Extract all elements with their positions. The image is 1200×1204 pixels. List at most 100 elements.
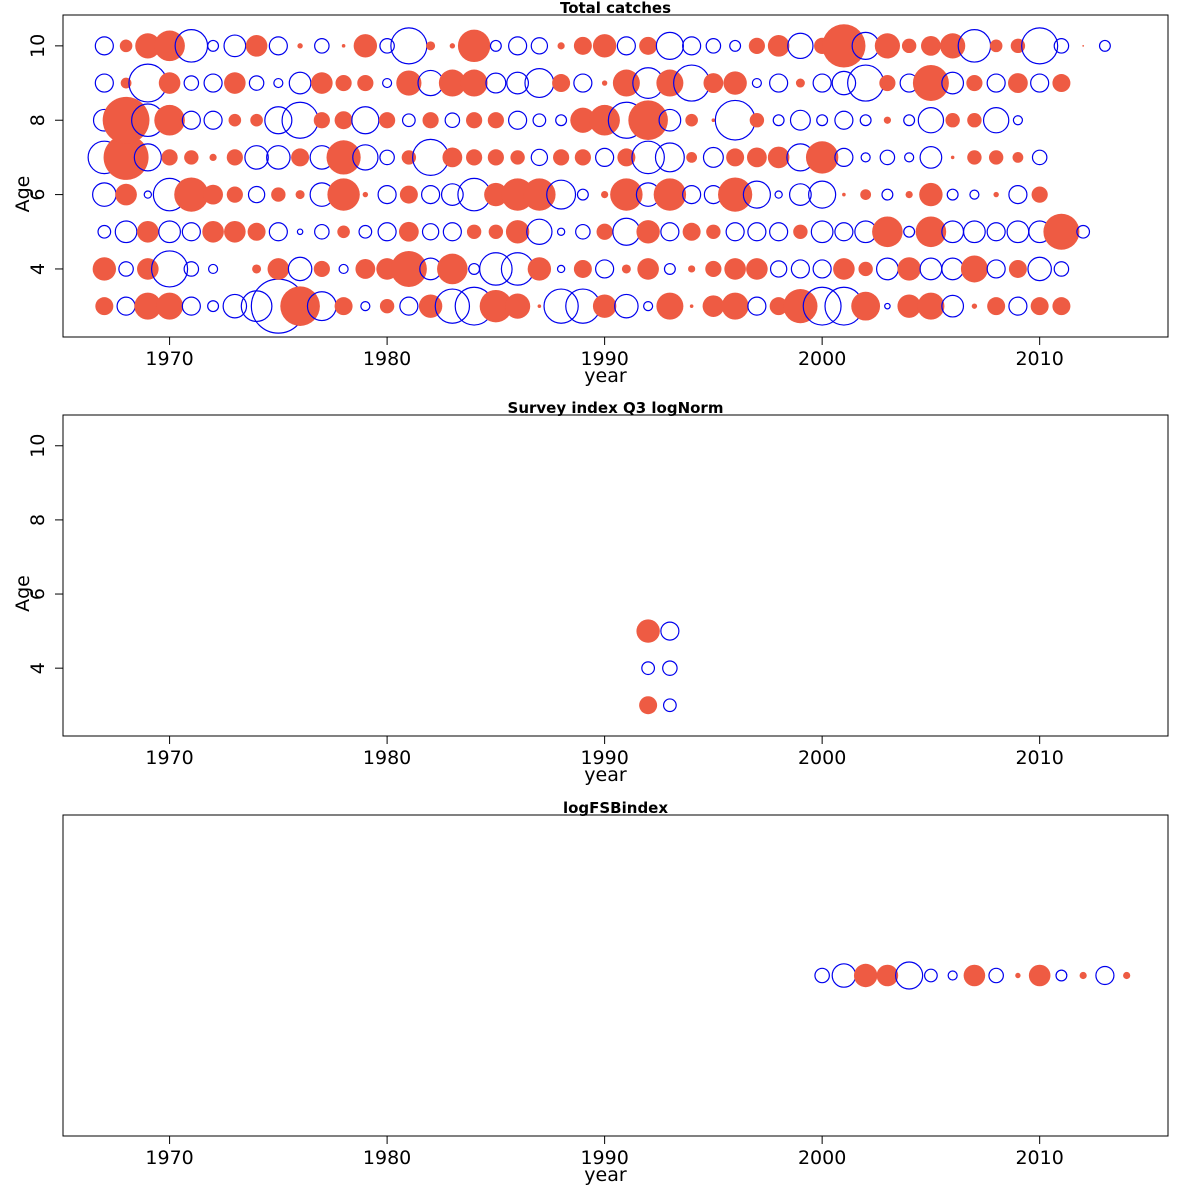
negative-residual-bubble [924, 968, 938, 983]
x-tick-label: 2000 [798, 747, 846, 769]
positive-residual-bubble [1028, 964, 1051, 987]
negative-residual-bubble [440, 183, 464, 206]
plot-frame [62, 14, 1169, 338]
negative-residual-bubble [660, 222, 680, 242]
positive-residual-bubble [872, 216, 903, 248]
positive-residual-bubble [484, 182, 508, 207]
y-axis-label: Age [12, 176, 34, 213]
positive-residual-bubble [390, 250, 427, 287]
positive-residual-bubble [466, 224, 482, 239]
negative-residual-bubble [769, 73, 789, 93]
negative-residual-bubble [268, 222, 288, 242]
positive-residual-bubble [311, 72, 333, 94]
negative-residual-bubble [358, 224, 373, 239]
negative-residual-bubble [751, 77, 762, 89]
negative-residual-bubble [1027, 256, 1052, 282]
positive-residual-bubble [636, 619, 660, 643]
positive-residual-bubble [688, 265, 696, 273]
positive-residual-bubble [92, 257, 117, 281]
negative-residual-bubble [810, 220, 834, 244]
negative-residual-bubble [352, 144, 379, 171]
positive-residual-bubble [612, 69, 640, 97]
negative-residual-bubble [663, 262, 676, 275]
positive-residual-bubble [960, 255, 988, 283]
negative-residual-bubble [183, 75, 200, 91]
x-axis-label: year [584, 764, 627, 786]
negative-residual-bubble [658, 108, 682, 132]
negative-residual-bubble [812, 73, 832, 93]
negative-residual-bubble [986, 73, 1006, 93]
positive-residual-bubble [224, 220, 246, 243]
y-tick-label: 6 [27, 588, 49, 600]
negative-residual-bubble [847, 64, 885, 102]
positive-residual-bubble [291, 148, 310, 167]
positive-residual-bubble [860, 189, 872, 200]
positive-residual-bubble [950, 155, 955, 160]
negative-residual-bubble [1095, 965, 1115, 986]
positive-residual-bubble [702, 295, 725, 317]
negative-residual-bubble [772, 114, 785, 127]
negative-residual-bubble [133, 143, 162, 172]
positive-residual-bubble [228, 113, 242, 127]
negative-residual-bubble [526, 218, 553, 245]
positive-residual-bubble [822, 24, 866, 68]
positive-residual-bubble [876, 964, 899, 987]
positive-residual-bubble [422, 112, 439, 129]
positive-residual-bubble [726, 148, 745, 167]
positive-residual-bubble [1015, 972, 1021, 979]
negative-residual-bubble [904, 152, 915, 163]
positive-residual-bubble [1052, 297, 1071, 316]
positive-residual-bubble [711, 118, 716, 123]
positive-residual-bubble [686, 152, 698, 163]
negative-residual-bubble [1076, 224, 1091, 239]
positive-residual-bubble [156, 292, 184, 320]
positive-residual-bubble [967, 150, 982, 165]
negative-residual-bubble [338, 263, 349, 275]
negative-residual-bubble [1021, 27, 1059, 65]
negative-residual-bubble [390, 27, 428, 65]
negative-residual-bubble [747, 222, 767, 242]
positive-residual-bubble [963, 964, 986, 987]
positive-residual-bubble [966, 74, 983, 92]
positive-residual-bubble [399, 185, 418, 204]
negative-residual-bubble [919, 146, 943, 169]
positive-residual-bubble [574, 149, 591, 166]
negative-residual-bubble [247, 185, 266, 204]
negative-residual-bubble [556, 227, 566, 236]
positive-residual-bubble [1043, 213, 1080, 250]
negative-residual-bubble [917, 107, 945, 134]
positive-residual-bubble [971, 303, 978, 309]
y-tick-label: 8 [27, 514, 49, 526]
negative-residual-bubble [207, 263, 219, 275]
positive-residual-bubble [137, 220, 159, 243]
positive-residual-bubble [250, 113, 263, 127]
positive-residual-bubble [203, 184, 223, 205]
negative-residual-bubble [834, 222, 854, 242]
negative-residual-bubble [662, 660, 678, 676]
positive-residual-bubble [636, 220, 660, 244]
negative-residual-bubble [895, 961, 924, 990]
negative-residual-bubble [1006, 220, 1030, 244]
negative-residual-bubble [555, 114, 568, 127]
negative-residual-bubble [705, 38, 722, 54]
positive-residual-bubble [174, 177, 209, 212]
negative-residual-bubble [421, 184, 441, 205]
negative-residual-bubble [94, 36, 114, 56]
negative-residual-bubble [831, 70, 857, 96]
positive-residual-bubble [617, 148, 636, 167]
negative-residual-bubble [181, 296, 201, 316]
negative-residual-bubble [268, 36, 288, 56]
positive-residual-bubble [793, 224, 808, 239]
positive-residual-bubble [135, 33, 161, 59]
negative-residual-bubble [875, 257, 899, 281]
negative-residual-bubble [203, 73, 223, 93]
positive-residual-bubble [426, 41, 436, 51]
positive-residual-bubble [334, 111, 353, 130]
positive-residual-bubble [573, 259, 592, 278]
negative-residual-bubble [288, 71, 312, 95]
negative-residual-bubble [641, 661, 656, 676]
negative-residual-bubble [273, 77, 284, 89]
negative-residual-bubble [351, 106, 380, 135]
negative-residual-bubble [788, 183, 812, 206]
positive-residual-bubble [438, 69, 466, 97]
